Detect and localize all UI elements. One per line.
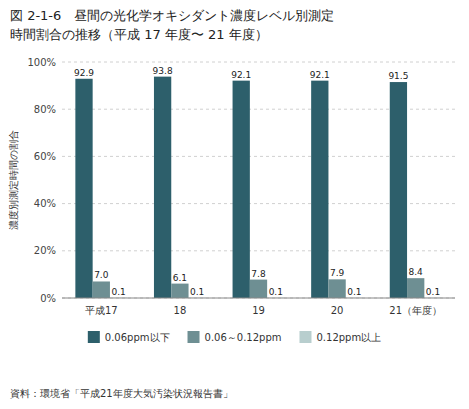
data-label: 6.1 [173, 273, 187, 283]
y-tick-label: 100% [27, 57, 56, 68]
data-label: 91.5 [388, 71, 408, 81]
x-tick-label: 21（年度） [389, 305, 442, 316]
data-label: 92.1 [231, 70, 251, 80]
grid-line [62, 298, 455, 299]
grid-line [62, 62, 455, 63]
legend-item: 0.06～0.12ppm [188, 331, 282, 343]
data-label: 0.1 [190, 287, 204, 297]
data-label: 93.8 [153, 66, 173, 76]
subtitle: 時間割合の推移（平成 17 年度〜 21 年度） [10, 27, 268, 42]
annotation: 資料：環境省「平成21年度大気汚染状況報告書」 [10, 388, 233, 399]
legend-swatch [299, 331, 311, 343]
bar [93, 281, 110, 298]
y-tick-label: 20% [34, 245, 56, 256]
bar [407, 278, 424, 298]
legend-swatch [188, 331, 200, 343]
y-axis-label: 濃度別測定時間の割合 [8, 130, 19, 230]
legend-label: 0.06～0.12ppm [205, 332, 282, 343]
legend-item: 0.06ppm以下 [88, 331, 170, 343]
data-labels: 92.993.892.192.191.57.06.17.87.98.40.10.… [74, 66, 440, 297]
y-tick-label: 60% [34, 151, 56, 162]
data-label: 8.4 [409, 267, 424, 277]
bar [311, 81, 328, 298]
data-label: 0.1 [111, 287, 125, 297]
data-label: 0.1 [347, 287, 361, 297]
x-tick-label: 18 [174, 305, 187, 316]
x-tick-label: 20 [331, 305, 344, 316]
bar [75, 79, 92, 298]
bars [75, 77, 441, 298]
legend-label: 0.12ppm以上 [316, 332, 381, 343]
x-tick-label: 平成17 [85, 305, 118, 316]
y-tick-label: 40% [34, 198, 56, 209]
x-axis-line [62, 298, 455, 299]
data-label: 7.9 [330, 268, 345, 278]
y-tick-label: 80% [34, 104, 56, 115]
chart: 図 2-1-6 昼間の光化学オキシダント濃度レベル別測定時間割合の推移（平成 1… [0, 0, 469, 409]
data-label: 92.1 [310, 70, 330, 80]
data-label: 7.8 [251, 269, 266, 279]
data-label: 0.1 [426, 287, 440, 297]
data-label: 7.0 [94, 270, 109, 280]
legend-swatch [88, 331, 100, 343]
bar [154, 77, 171, 298]
y-axis: 0% 20% 40% 60% 80% 100% [27, 57, 455, 304]
legend: 0.06ppm以下 0.06～0.12ppm 0.12ppm以上 [88, 331, 381, 343]
bar [233, 81, 250, 298]
data-label: 92.9 [74, 68, 94, 78]
y-tick-label: 0% [40, 293, 56, 304]
data-label: 0.1 [269, 287, 283, 297]
bar [328, 279, 345, 298]
x-axis: 平成17 18 19 20 21（年度） [62, 298, 455, 316]
title: 図 2-1-6 昼間の光化学オキシダント濃度レベル別測定 [10, 8, 334, 23]
bar [390, 82, 407, 298]
bar [171, 284, 188, 298]
legend-item: 0.12ppm以上 [299, 331, 381, 343]
legend-label: 0.06ppm以下 [105, 332, 170, 343]
bar [250, 280, 267, 298]
x-tick-label: 19 [252, 305, 265, 316]
